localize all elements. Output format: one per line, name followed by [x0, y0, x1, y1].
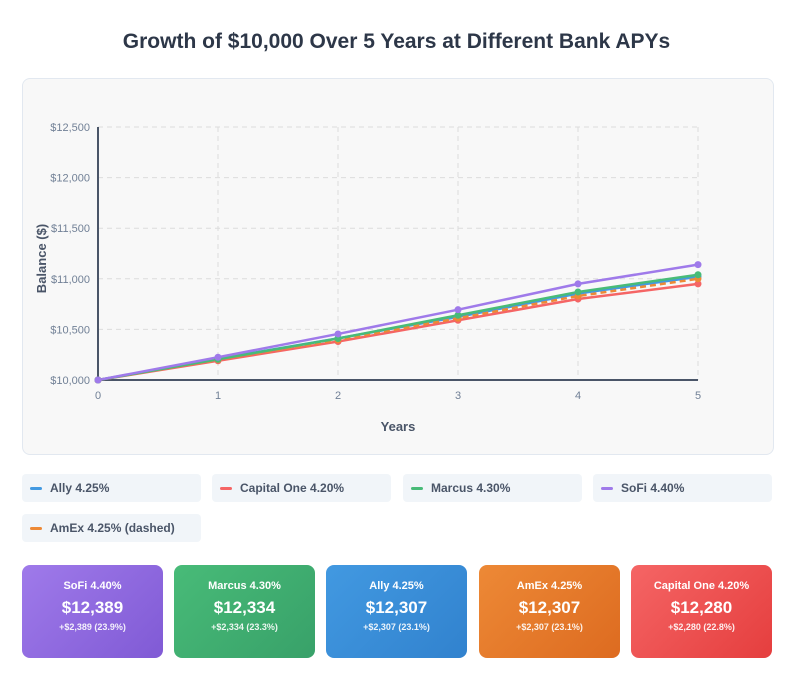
data-point: [694, 280, 702, 288]
summary-card-ally: Ally 4.25% $12,307 +$2,307 (23.1%): [326, 565, 467, 658]
series-line: [97, 263, 699, 382]
card-gain: +$2,307 (23.1%): [516, 622, 583, 632]
x-tick-label: 1: [215, 390, 221, 402]
data-point: [574, 280, 582, 288]
data-point: [454, 306, 462, 314]
x-tick-label: 3: [455, 390, 461, 402]
data-point: [334, 330, 342, 338]
legend-label: Marcus 4.30%: [431, 481, 511, 495]
legend-item-ally[interactable]: Ally 4.25%: [22, 474, 201, 502]
card-value: $12,307: [365, 598, 428, 617]
chart-panel: $10,000 $10,500 $11,000 $11,500 $12,000 $12,5…: [22, 78, 774, 455]
card-label: SoFi 4.40%: [63, 580, 122, 592]
data-point: [574, 288, 582, 296]
y-tick-label: $12,000: [50, 173, 90, 185]
legend-label: Capital One 4.20%: [240, 481, 345, 495]
summary-cards: SoFi 4.40% $12,389 +$2,389 (23.9%) Marcu…: [22, 565, 774, 658]
card-label: Marcus 4.30%: [208, 580, 281, 592]
data-point: [94, 376, 102, 384]
legend-label: Ally 4.25%: [50, 481, 110, 495]
data-point: [454, 311, 462, 319]
card-label: Capital One 4.20%: [653, 580, 750, 592]
card-value: $12,389: [61, 598, 124, 617]
legend-swatch: [220, 486, 232, 490]
card-value: $12,307: [518, 598, 581, 617]
card-value: $12,334: [213, 598, 276, 617]
card-label: Ally 4.25%: [369, 580, 424, 592]
summary-card-capital-one: Capital One 4.20% $12,280 +$2,280 (22.8%…: [631, 565, 772, 658]
y-tick-label: $11,500: [51, 223, 90, 235]
data-point: [694, 271, 702, 279]
card-gain: +$2,280 (22.8%): [668, 622, 735, 632]
legend-swatch: [30, 486, 42, 490]
y-tick-label: $10,500: [50, 324, 90, 336]
legend: Ally 4.25% Capital One 4.20% Marcus 4.30…: [22, 474, 774, 544]
y-tick-label: $10,000: [50, 375, 90, 387]
legend-item-capital-one[interactable]: Capital One 4.20%: [212, 474, 391, 502]
summary-card-sofi: SoFi 4.40% $12,389 +$2,389 (23.9%): [22, 565, 163, 658]
card-gain: +$2,307 (23.1%): [363, 622, 430, 632]
line-chart: $10,000 $10,500 $11,000 $11,500 $12,000 $12,5…: [34, 122, 702, 434]
data-point: [694, 261, 702, 269]
card-gain: +$2,334 (23.3%): [211, 622, 278, 632]
legend-item-marcus[interactable]: Marcus 4.30%: [403, 474, 582, 502]
legend-label: SoFi 4.40%: [621, 481, 685, 495]
card-label: AmEx 4.25%: [516, 580, 583, 592]
legend-swatch: [30, 526, 42, 530]
data-point: [214, 353, 222, 361]
y-tick-label: $11,000: [51, 274, 90, 286]
series-line: [97, 273, 699, 382]
x-tick-label: 2: [335, 390, 341, 402]
legend-item-sofi[interactable]: SoFi 4.40%: [593, 474, 772, 502]
x-tick-label: 4: [575, 390, 581, 402]
legend-swatch: [601, 486, 613, 490]
card-gain: +$2,389 (23.9%): [59, 622, 126, 632]
summary-card-marcus: Marcus 4.30% $12,334 +$2,334 (23.3%): [174, 565, 315, 658]
legend-label: AmEx 4.25% (dashed): [50, 521, 175, 535]
chart-title: Growth of $10,000 Over 5 Years at Differ…: [122, 30, 671, 53]
card-value: $12,280: [670, 598, 733, 617]
summary-card-amex: AmEx 4.25% $12,307 +$2,307 (23.1%): [479, 565, 620, 658]
y-axis-title: Balance ($): [34, 224, 49, 293]
x-axis-title: Years: [381, 419, 416, 434]
x-tick-label: 0: [95, 390, 101, 402]
y-tick-label: $12,500: [50, 122, 90, 134]
x-tick-label: 5: [695, 390, 701, 402]
legend-swatch: [411, 486, 423, 490]
legend-item-amex[interactable]: AmEx 4.25% (dashed): [22, 514, 201, 542]
